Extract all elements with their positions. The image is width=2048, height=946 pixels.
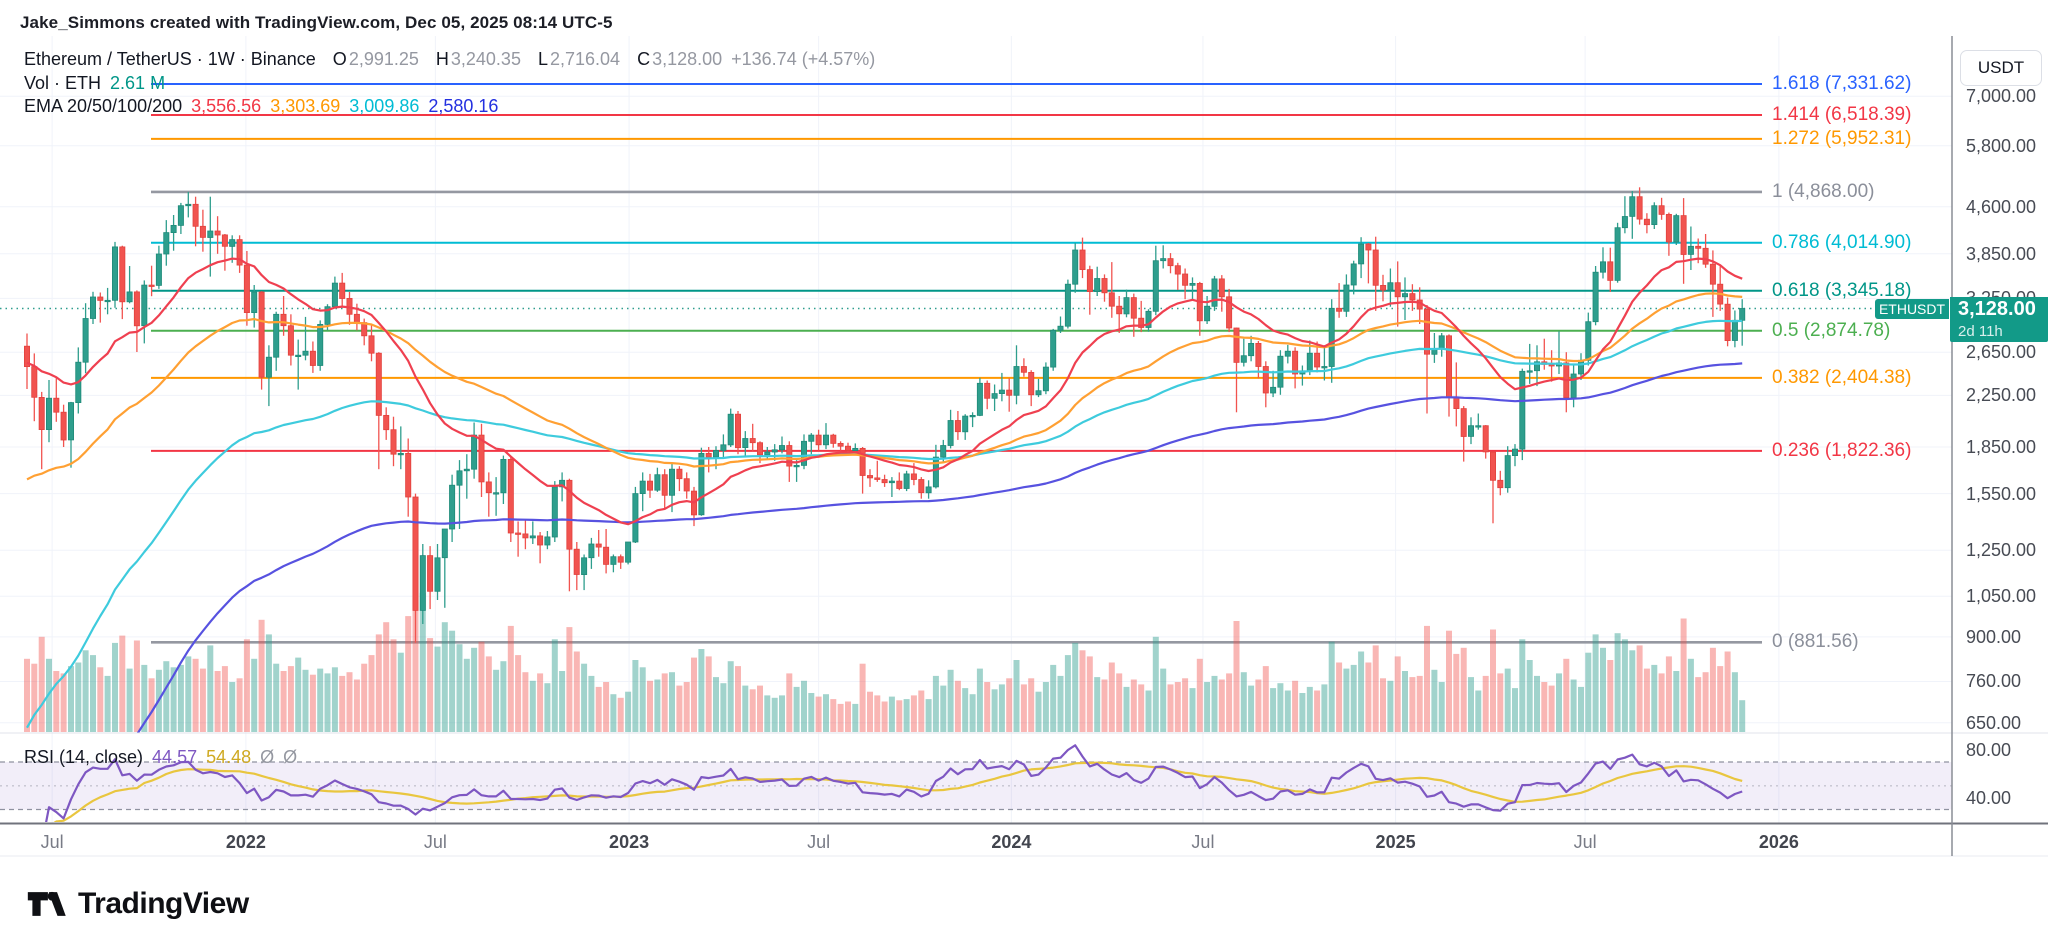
rsi-pane xyxy=(0,744,1952,822)
logo-text: TradingView xyxy=(78,887,249,920)
volume-bars-layer xyxy=(24,514,1746,732)
candles-layer xyxy=(23,187,1746,643)
tradingview-logo[interactable]: TradingView xyxy=(26,884,249,924)
rsi-plots xyxy=(45,744,1743,822)
currency-axis-button[interactable]: USDT xyxy=(1960,50,2042,86)
fib-retracement-lines xyxy=(151,83,1762,644)
tradingview-logo-icon xyxy=(27,891,66,916)
ema-lines-layer xyxy=(26,257,1743,733)
